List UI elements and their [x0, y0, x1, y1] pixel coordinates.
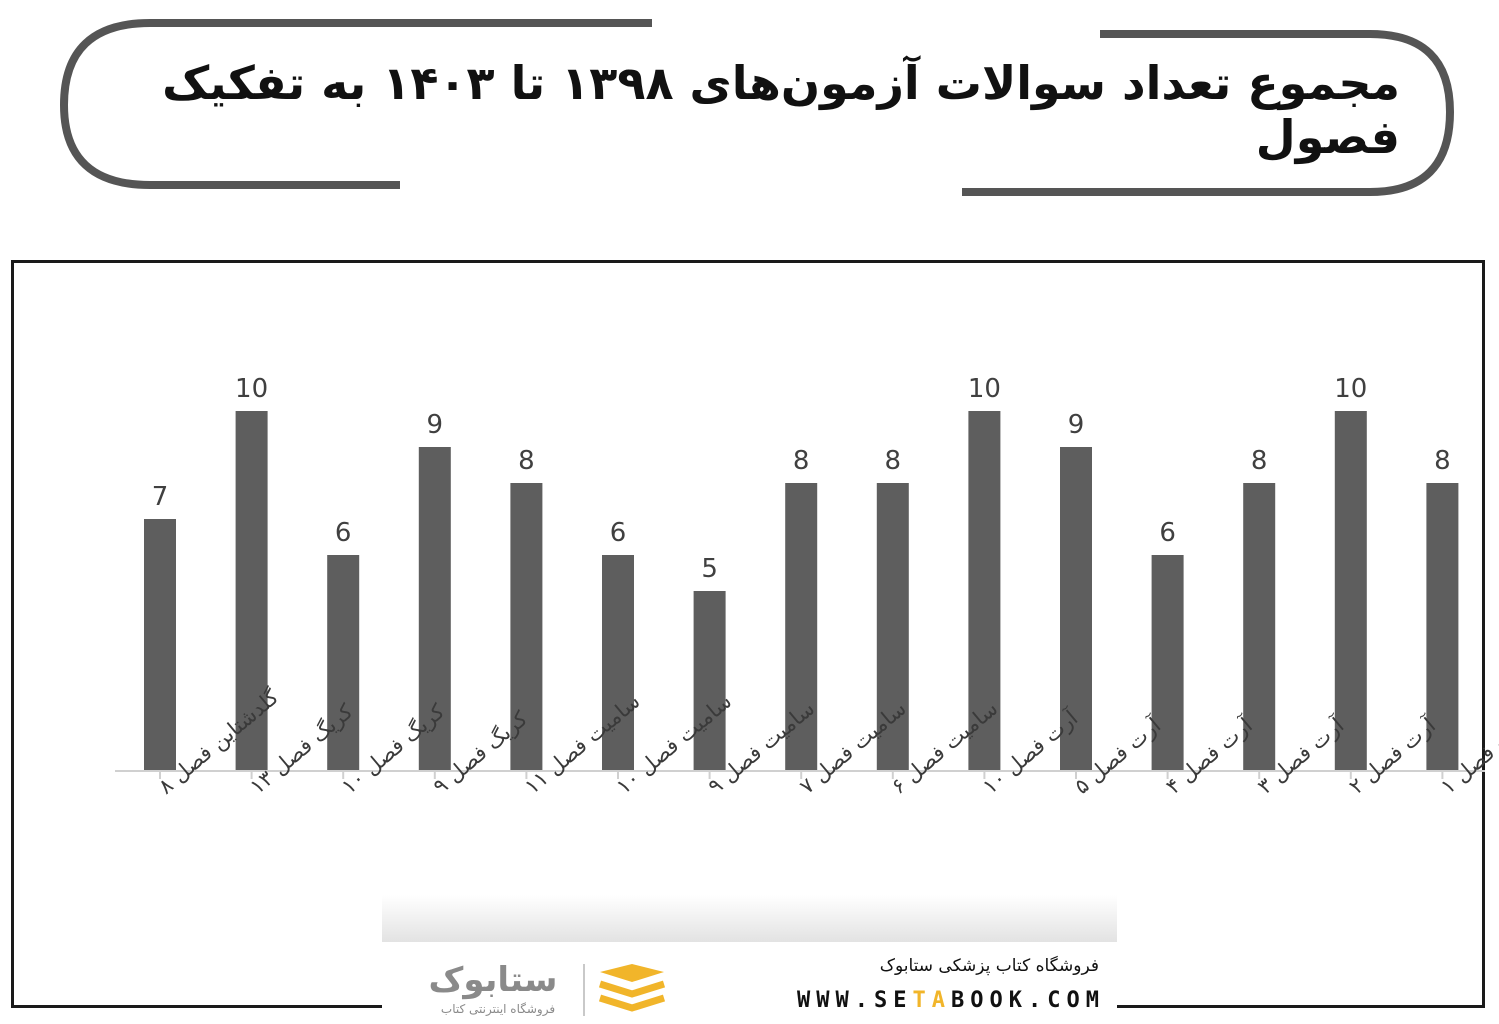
footer-fade	[382, 895, 1117, 943]
bar	[235, 411, 268, 771]
shop-name: فروشگاه کتاب پزشکی ستابوک	[879, 956, 1099, 976]
logo-separator	[583, 964, 585, 1016]
bar	[876, 483, 909, 771]
logo-tagline: فروشگاه اینترنتی کتاب	[440, 1002, 556, 1016]
data-label: 8	[1434, 446, 1451, 476]
bar	[1426, 483, 1459, 771]
shop-url[interactable]: WWW.SETABOOK.COM	[797, 988, 1105, 1013]
brand-logo: ستابوک فروشگاه اینترنتی کتاب	[418, 960, 668, 1020]
data-label: 10	[1334, 374, 1367, 404]
data-label: 8	[793, 446, 810, 476]
data-label: 8	[1251, 446, 1268, 476]
url-part-1: WWW.SE	[797, 988, 913, 1013]
title-frame	[59, 19, 1455, 196]
bars-layer	[144, 411, 1459, 771]
bar	[1151, 555, 1184, 771]
data-label: 9	[1068, 410, 1085, 440]
bar	[968, 411, 1001, 771]
book-stack-icon	[598, 964, 666, 1012]
data-label: 6	[335, 518, 352, 548]
logo-word: ستابوک	[428, 960, 558, 1000]
x-ticks-layer	[159, 771, 1444, 779]
bar	[1060, 447, 1092, 771]
bar	[418, 447, 451, 771]
bar	[1334, 411, 1367, 771]
footer-banner: فروشگاه کتاب پزشکی ستابوک WWW.SETABOOK.C…	[382, 942, 1117, 1024]
data-label: 5	[701, 554, 718, 584]
data-label: 9	[427, 410, 444, 440]
bar	[510, 483, 543, 771]
data-label: 6	[1159, 518, 1176, 548]
url-part-2: TA	[912, 988, 952, 1013]
data-label: 10	[235, 374, 268, 404]
bar	[602, 555, 634, 771]
bar	[1243, 483, 1276, 771]
data-label: 8	[885, 446, 902, 476]
data-label: 7	[152, 482, 169, 512]
bar	[785, 483, 818, 771]
bar	[144, 519, 176, 771]
data-label: 10	[968, 374, 1001, 404]
data-labels-layer: 7 10 6 9 8 6 5 8 8 10 9 6 8 10 8	[152, 374, 1451, 584]
bar	[327, 555, 360, 771]
data-label: 8	[518, 446, 535, 476]
bar	[693, 591, 726, 771]
data-label: 6	[610, 518, 627, 548]
url-part-3: BOOK.COM	[951, 988, 1105, 1013]
